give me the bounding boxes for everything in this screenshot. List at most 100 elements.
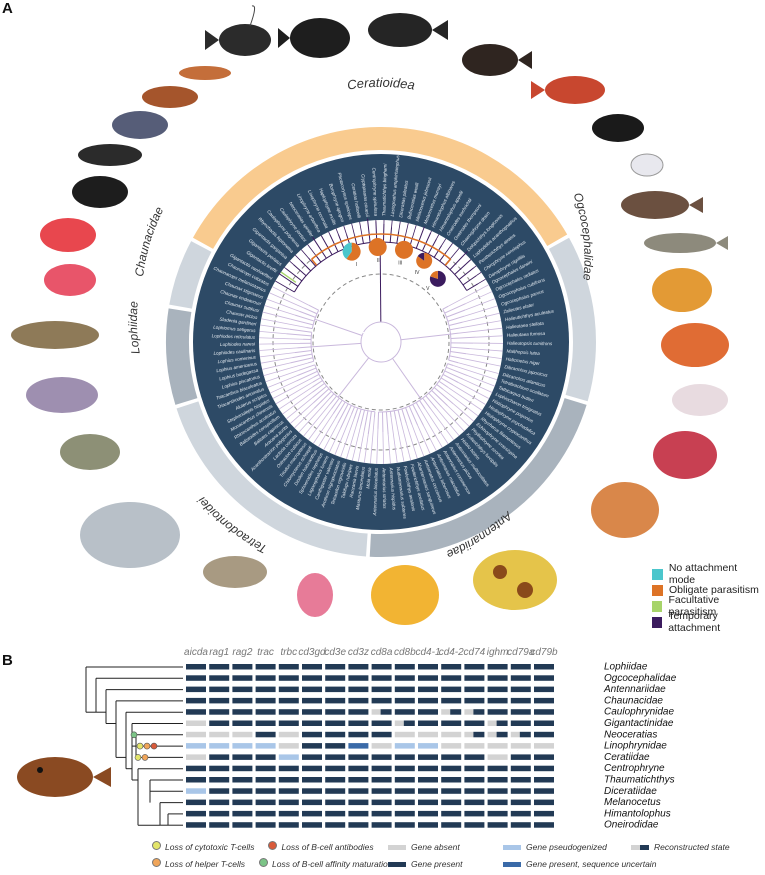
legend-item: Obligate parasitism xyxy=(652,582,765,598)
matrix-cell xyxy=(371,675,392,681)
tree-branch xyxy=(328,427,342,453)
tip-label: Diceratias pileatus xyxy=(398,179,409,218)
tree-branch xyxy=(435,407,460,436)
tree-branch xyxy=(387,434,391,464)
loss-item-helper: Loss of helper T-cells xyxy=(152,858,245,869)
tree-branch xyxy=(458,362,499,374)
gene-header: trbc xyxy=(280,647,297,658)
tree-branch xyxy=(278,273,299,287)
matrix-cell xyxy=(441,743,462,749)
tip-label: Antennarius striatus xyxy=(381,467,387,509)
matrix-cell xyxy=(348,810,369,817)
fish-icon-ceratioid-7 xyxy=(630,153,664,177)
tree-branch xyxy=(397,409,402,422)
tree-branch xyxy=(473,265,477,268)
matrix-cell xyxy=(441,686,462,693)
fish-icon-ceratioid-1 xyxy=(205,5,271,56)
tree-branch xyxy=(346,422,358,460)
tree-branch xyxy=(353,407,359,419)
legend-item: No attachment mode xyxy=(652,562,765,586)
loss-marker xyxy=(141,754,149,761)
tree-branch xyxy=(396,231,400,244)
gene-header: cd79a xyxy=(507,647,535,658)
matrix-cell xyxy=(441,810,462,817)
tree-branch xyxy=(445,243,453,253)
family-label: Diceratiidae xyxy=(604,786,657,797)
tree-branch xyxy=(259,352,295,358)
time-circle xyxy=(312,273,450,411)
matrix-cell xyxy=(394,799,415,806)
matrix-cell xyxy=(418,765,438,772)
matrix-cell xyxy=(302,822,322,828)
matrix-cell xyxy=(278,777,299,783)
tip-label: Mola mola xyxy=(365,467,372,489)
matrix-cell xyxy=(255,765,276,772)
time-circle-outer xyxy=(272,233,490,451)
tree-branch xyxy=(453,365,498,381)
matrix-cell xyxy=(510,799,531,806)
family-label: Chaunacidae xyxy=(604,695,663,706)
gene-header: cd3e xyxy=(324,647,346,658)
matrix-cell xyxy=(302,810,322,817)
node-label: IV xyxy=(415,270,420,276)
tree-branch xyxy=(289,260,294,265)
clade-ring-tetraodontoidei xyxy=(176,401,368,557)
matrix-cell xyxy=(534,754,554,760)
tip-label: Lophiodes reticulatus xyxy=(212,333,256,340)
tree-branch xyxy=(431,390,448,406)
matrix-cell xyxy=(186,709,206,715)
angler-illustration xyxy=(17,757,111,797)
tree-branch xyxy=(278,273,280,275)
matrix-cell xyxy=(371,754,392,760)
tree-branch xyxy=(408,405,419,426)
fish-icon-ceratioid-6 xyxy=(592,114,644,142)
tree-branch xyxy=(264,305,296,316)
matrix-cell xyxy=(348,720,369,726)
panel-a: A Gigantactis vanhoeffeni Gigantactis kre… xyxy=(2,0,765,634)
legend-item: Temporary attachment xyxy=(652,610,765,634)
matrix-cell xyxy=(418,675,438,681)
matrix-cell xyxy=(487,664,508,670)
tip-label: Ceratias holboelli xyxy=(351,183,362,220)
matrix-cell xyxy=(510,709,531,715)
tree-branch xyxy=(306,327,313,330)
tree-branch xyxy=(430,230,432,233)
matrix-cell xyxy=(487,743,508,749)
legend-label: Facultative parasitism xyxy=(668,594,720,618)
matrix-cell xyxy=(464,697,485,704)
tree-branch xyxy=(441,406,465,432)
tree-branch xyxy=(300,249,309,259)
matrix-cell xyxy=(255,788,276,794)
matrix-cell xyxy=(534,709,554,715)
tree-branch xyxy=(356,408,362,423)
matrix-cell xyxy=(186,743,206,749)
matrix-cell xyxy=(255,686,276,693)
panel-a-letter: A xyxy=(2,0,13,17)
tree-branch xyxy=(294,254,302,262)
matrix-cell xyxy=(371,720,392,726)
matrix-cell xyxy=(348,675,369,681)
gene-header: cd79b xyxy=(530,647,558,658)
matrix-cell xyxy=(325,788,346,794)
tree-branch xyxy=(272,376,314,399)
tree-branch xyxy=(391,220,393,228)
tree-branch xyxy=(298,398,330,433)
legend-label: Obligate parasitism xyxy=(669,584,759,596)
matrix-cell xyxy=(510,720,531,726)
matrix-cell xyxy=(186,731,206,738)
family-label: Neoceratias xyxy=(604,729,657,740)
gene-header: cd74 xyxy=(464,647,486,658)
tree-branch xyxy=(294,407,315,429)
tip-label: Lophius vomerinus xyxy=(217,355,257,365)
matrix-cell xyxy=(325,720,346,726)
matrix-cell xyxy=(255,720,276,726)
tree-branch xyxy=(450,336,476,339)
tree-branch xyxy=(363,434,369,463)
matrix-cell xyxy=(209,822,230,828)
tree-branch xyxy=(423,425,437,451)
ancestral-state-pie-slice xyxy=(430,270,438,279)
tree-branch xyxy=(297,367,317,376)
family-label: Antennariidae xyxy=(603,684,666,695)
matrix-cell xyxy=(278,720,299,726)
tree-branch xyxy=(331,397,340,409)
